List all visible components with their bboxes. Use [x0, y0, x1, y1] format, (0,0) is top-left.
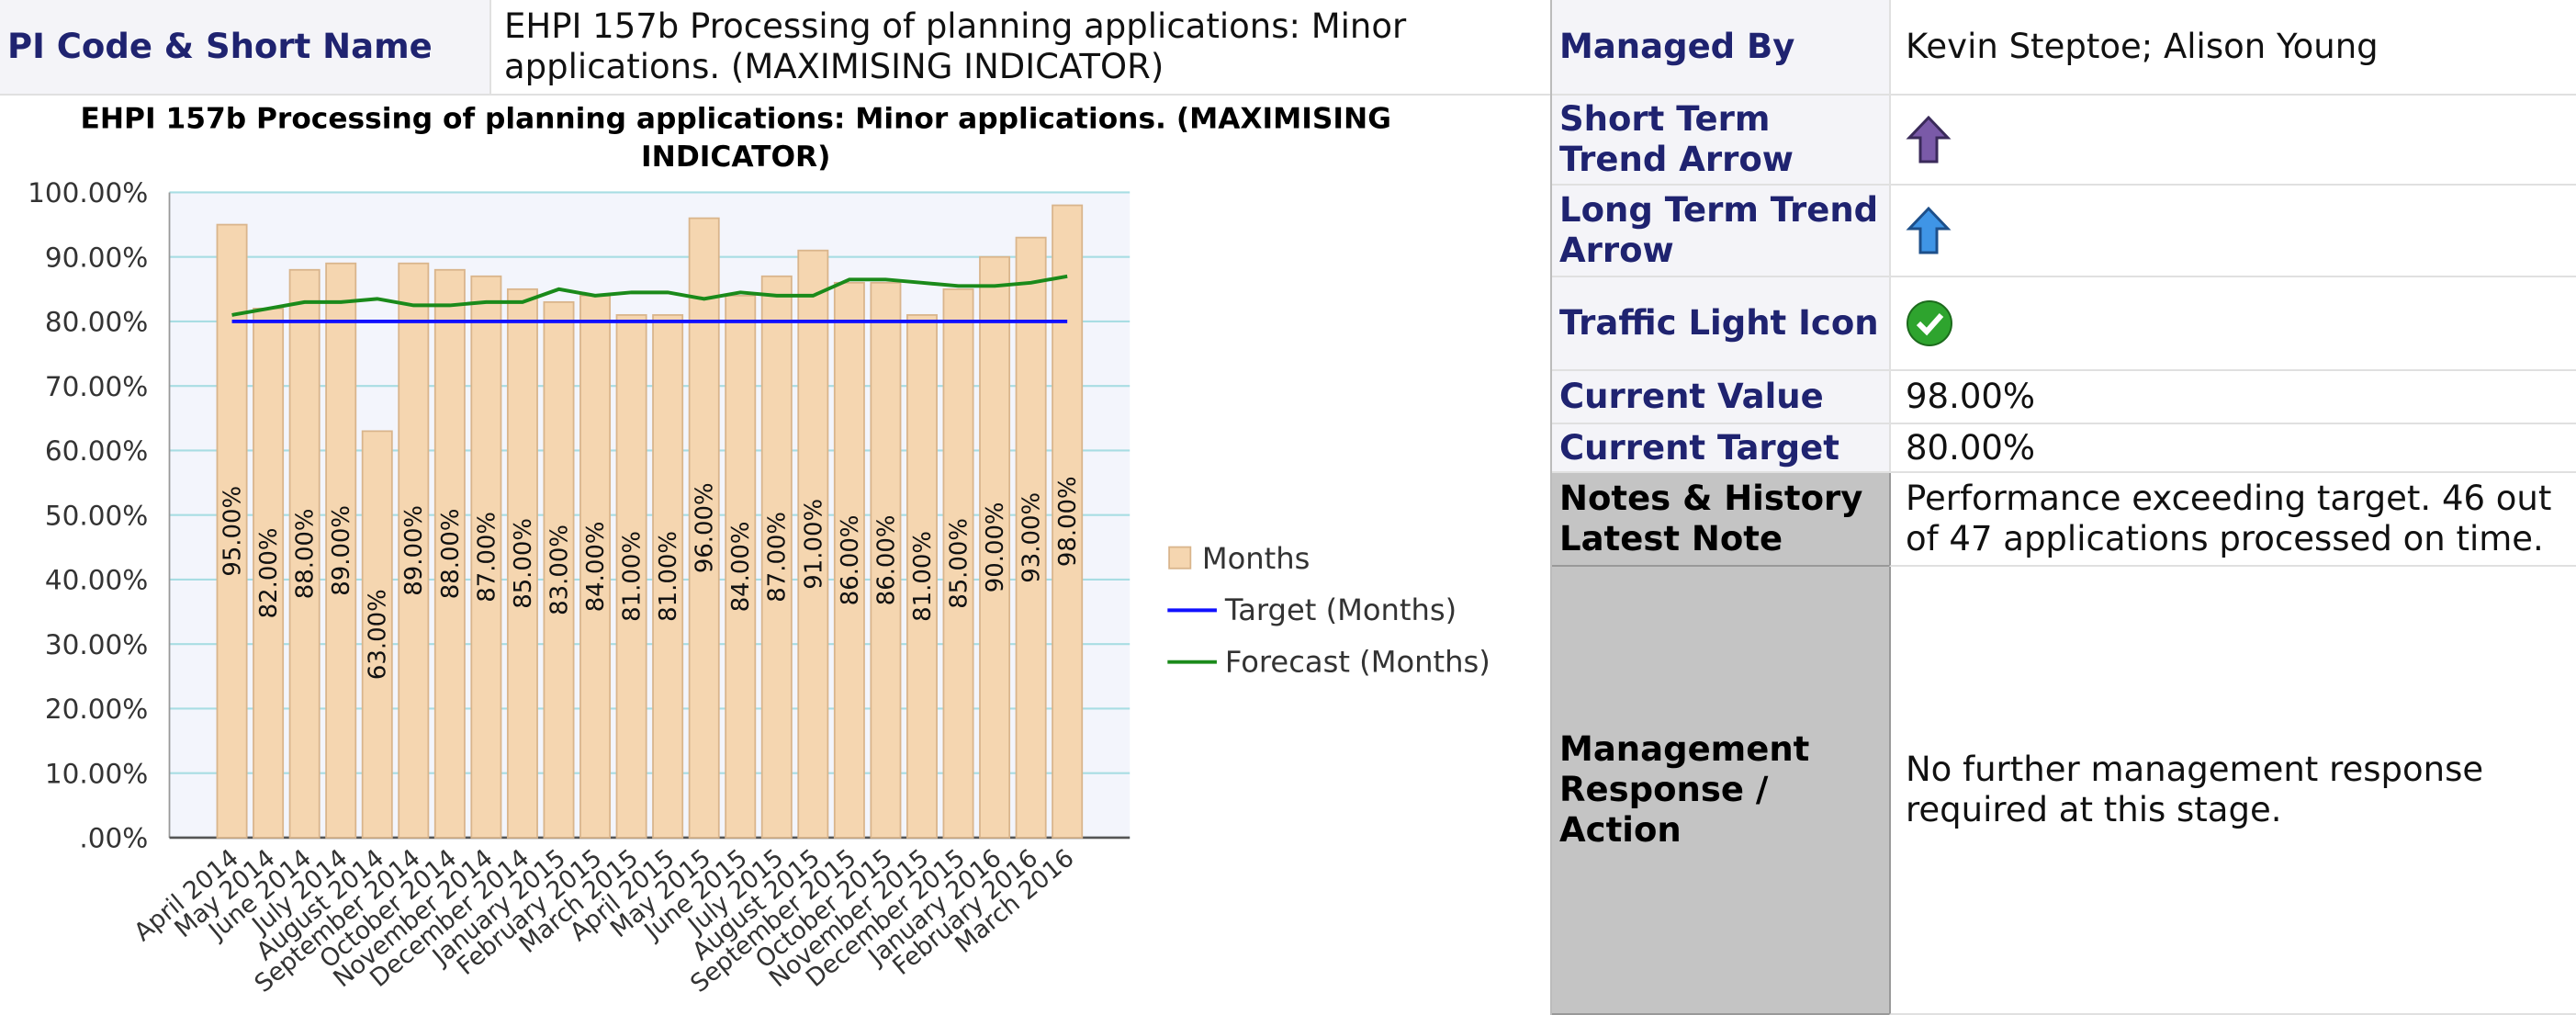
- bar: [361, 430, 393, 839]
- detail-label: Management Response / Action: [1552, 567, 1889, 1015]
- legend-label: Months: [1202, 541, 1310, 576]
- chart-title: EHPI 157b Processing of planning applica…: [81, 103, 1391, 174]
- value-label: 83.00%: [546, 524, 573, 615]
- y-tick-label: 20.00%: [45, 694, 148, 725]
- detail-value: [1889, 96, 2576, 186]
- value-label: 89.00%: [328, 505, 355, 596]
- value-label: 98.00%: [1054, 476, 1082, 567]
- detail-value: [1889, 277, 2576, 371]
- value-label: 88.00%: [292, 508, 320, 599]
- header-value: EHPI 157b Processing of planning applica…: [489, 0, 1552, 96]
- value-label: 87.00%: [764, 512, 792, 603]
- value-label: 81.00%: [619, 531, 647, 622]
- bar: [543, 300, 575, 839]
- y-tick-label: 100.00%: [28, 177, 148, 209]
- bar: [216, 223, 248, 839]
- legend-label: Target (Months): [1224, 592, 1457, 627]
- value-label: 81.00%: [909, 531, 937, 622]
- detail-label: Current Target: [1552, 424, 1889, 473]
- value-label: 88.00%: [437, 508, 465, 599]
- y-tick-label: 60.00%: [45, 435, 148, 467]
- bar: [652, 314, 684, 839]
- y-tick-label: 30.00%: [45, 629, 148, 660]
- bar: [506, 288, 538, 839]
- status-icon: [1906, 114, 1952, 165]
- legend-label: Forecast (Months): [1225, 644, 1490, 679]
- detail-label: Traffic Light Icon: [1552, 277, 1889, 371]
- detail-value: Performance exceeding target. 46 out of …: [1889, 473, 2576, 567]
- status-icon: [1906, 299, 1953, 347]
- detail-label: Long Term Trend Arrow: [1552, 186, 1889, 277]
- bar: [1052, 204, 1084, 839]
- value-label: 96.00%: [692, 482, 719, 573]
- y-tick-label: 90.00%: [45, 242, 148, 273]
- detail-label: Short Term Trend Arrow: [1552, 96, 1889, 186]
- bar: [615, 314, 647, 839]
- header-label: PI Code & Short Name: [0, 0, 489, 96]
- detail-label: Current Value: [1552, 371, 1889, 424]
- line-series: [231, 274, 1068, 317]
- value-label: 85.00%: [945, 518, 973, 609]
- y-tick-label: 80.00%: [45, 307, 148, 338]
- divider: [1550, 0, 1552, 1015]
- detail-value: No further management response required …: [1889, 567, 2576, 1015]
- bar: [288, 268, 321, 839]
- bar: [470, 275, 502, 839]
- bar: [870, 281, 902, 839]
- value-label: 87.00%: [473, 512, 501, 603]
- chart: EHPI 157b Processing of planning applica…: [28, 103, 1490, 998]
- detail-label: Notes & History Latest Note: [1552, 473, 1889, 567]
- bar: [325, 262, 357, 839]
- value-label: 82.00%: [255, 528, 283, 619]
- detail-value: 98.00%: [1889, 371, 2576, 424]
- value-label: 86.00%: [872, 514, 900, 605]
- value-label: 93.00%: [1018, 492, 1046, 583]
- bar: [760, 275, 793, 839]
- detail-value: [1889, 186, 2576, 277]
- bar: [398, 262, 430, 839]
- value-label: 84.00%: [582, 522, 610, 613]
- value-label: 81.00%: [655, 531, 682, 622]
- y-tick-label: .00%: [79, 823, 148, 854]
- detail-label: Managed By: [1552, 0, 1889, 96]
- value-label: 85.00%: [510, 518, 537, 609]
- bar: [833, 281, 865, 839]
- value-label: 86.00%: [837, 514, 864, 605]
- bar: [942, 288, 974, 839]
- value-label: 84.00%: [727, 522, 755, 613]
- detail-value: Kevin Steptoe; Alison Young: [1889, 0, 2576, 96]
- bar: [433, 268, 466, 839]
- bar: [906, 314, 938, 839]
- y-tick-label: 70.00%: [45, 371, 148, 402]
- value-label: 89.00%: [400, 505, 428, 596]
- bar: [979, 255, 1011, 839]
- value-label: 90.00%: [982, 502, 1009, 592]
- bar: [797, 249, 829, 839]
- status-icon: [1906, 205, 1952, 256]
- value-label: 91.00%: [800, 499, 827, 590]
- legend-swatch: [1168, 546, 1192, 570]
- value-label: 63.00%: [365, 589, 392, 680]
- bar: [1015, 236, 1047, 839]
- y-tick-label: 50.00%: [45, 500, 148, 531]
- y-tick-label: 40.00%: [45, 565, 148, 596]
- y-tick-label: 10.00%: [45, 758, 148, 789]
- value-label: 95.00%: [219, 486, 246, 577]
- detail-value: 80.00%: [1889, 424, 2576, 473]
- bar: [725, 294, 757, 839]
